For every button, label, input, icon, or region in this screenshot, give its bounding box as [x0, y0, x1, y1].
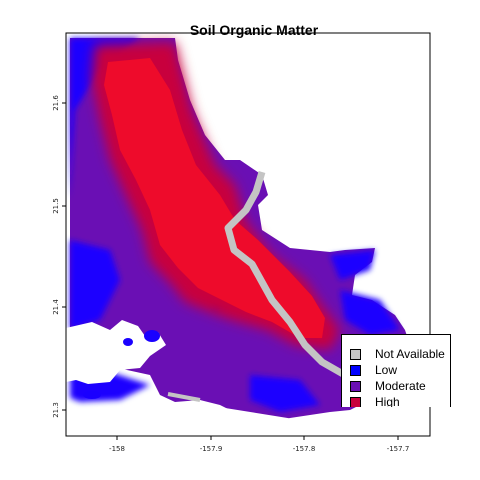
y-tick-label: 21.4: [52, 299, 60, 315]
x-tick-label: -157.8: [293, 445, 316, 453]
y-tick-label: 21.3: [52, 402, 60, 418]
legend-item-low: Low: [350, 363, 397, 377]
land-high-core: [104, 58, 325, 338]
legend-swatch: [350, 364, 361, 376]
x-axis: [116, 436, 399, 440]
legend: Not Available Low Moderate High: [341, 334, 451, 407]
map-title: Soil Organic Matter: [189, 22, 319, 38]
harbor-lagoon: [66, 320, 166, 384]
plot-frame: [65, 32, 431, 437]
land-not-available: [224, 170, 352, 382]
island-map: [66, 38, 430, 436]
legend-item-not-available: Not Available: [350, 347, 445, 361]
legend-swatch: [350, 396, 361, 407]
legend-swatch: [350, 380, 361, 392]
x-tick-label: -158: [109, 445, 125, 453]
x-tick-label: -157.7: [387, 445, 410, 453]
legend-label: High: [375, 395, 400, 407]
legend-item-high: High: [350, 395, 400, 407]
legend-swatch: [350, 348, 361, 360]
y-tick-label: 21.5: [52, 198, 60, 214]
legend-label: Low: [375, 363, 398, 377]
legend-label: Not Available: [375, 347, 445, 361]
legend-label: Moderate: [375, 379, 426, 393]
y-tick-label: 21.6: [52, 95, 60, 111]
y-axis: [62, 102, 66, 411]
x-tick-label: -157.9: [200, 445, 223, 453]
legend-item-moderate: Moderate: [350, 379, 426, 393]
